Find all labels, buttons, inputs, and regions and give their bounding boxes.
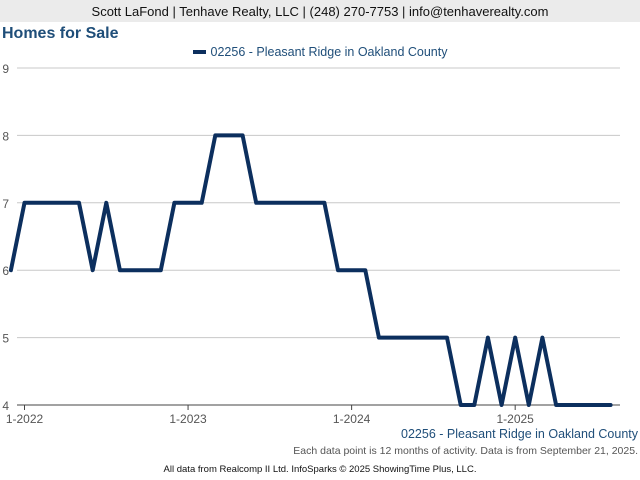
footer-attribution: All data from Realcomp II Ltd. InfoSpark… — [163, 464, 477, 475]
contact-bar: Scott LaFond | Tenhave Realty, LLC | (24… — [0, 0, 640, 22]
chart-title: Homes for Sale — [2, 25, 119, 42]
legend-label: 02256 - Pleasant Ridge in Oakland County — [210, 45, 448, 59]
data-note: Each data point is 12 months of activity… — [293, 445, 638, 457]
y-tick-label: 7 — [2, 197, 9, 211]
chart-caption: 02256 - Pleasant Ridge in Oakland County — [401, 427, 638, 441]
x-tick-label: 1-2024 — [333, 412, 371, 426]
contact-text: Scott LaFond | Tenhave Realty, LLC | (24… — [91, 3, 549, 19]
y-tick-label: 6 — [2, 264, 9, 278]
chart-legend: 02256 - Pleasant Ridge in Oakland County — [0, 45, 640, 59]
x-tick-label: 1-2022 — [6, 412, 44, 426]
y-tick-label: 8 — [2, 129, 9, 143]
legend-swatch — [192, 50, 206, 54]
x-tick-label: 1-2023 — [169, 412, 207, 426]
y-tick-label: 9 — [2, 62, 9, 76]
x-tick-label: 1-2025 — [496, 412, 534, 426]
y-tick-label: 4 — [2, 399, 9, 413]
y-tick-label: 5 — [2, 332, 9, 346]
